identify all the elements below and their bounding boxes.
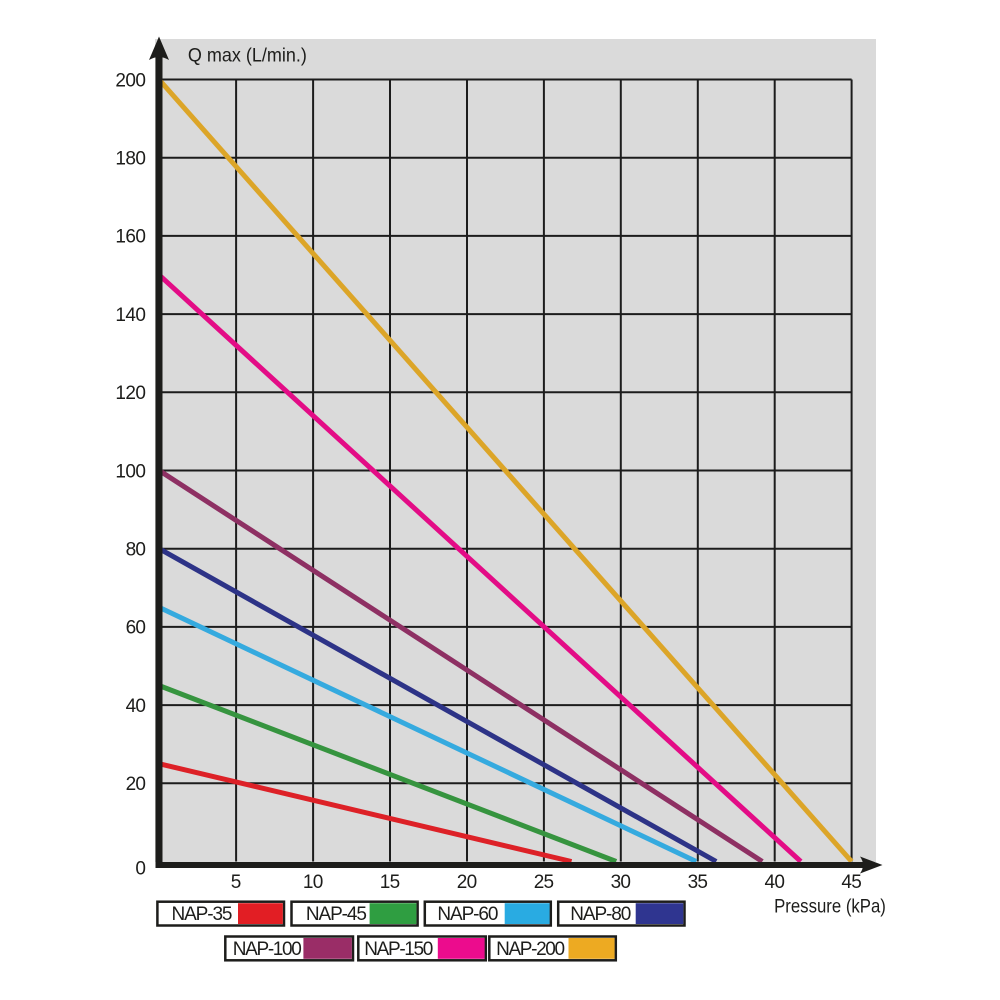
svg-text:NAP-150: NAP-150 (364, 939, 433, 960)
svg-text:NAP-80: NAP-80 (570, 904, 631, 925)
svg-text:100: 100 (115, 461, 146, 482)
svg-text:Pressure (kPa): Pressure (kPa) (774, 896, 886, 918)
svg-text:NAP-60: NAP-60 (437, 904, 498, 925)
svg-text:10: 10 (303, 872, 323, 893)
svg-text:140: 140 (115, 305, 146, 326)
svg-text:NAP-100: NAP-100 (233, 939, 302, 960)
svg-text:80: 80 (126, 540, 146, 561)
svg-text:0: 0 (135, 859, 146, 880)
svg-text:Q max (L/min.): Q max (L/min.) (188, 45, 307, 67)
svg-text:NAP-45: NAP-45 (306, 904, 367, 925)
svg-text:20: 20 (457, 872, 477, 893)
svg-text:40: 40 (765, 872, 785, 893)
svg-text:NAP-200: NAP-200 (496, 939, 565, 960)
svg-text:35: 35 (688, 872, 708, 893)
svg-text:120: 120 (115, 383, 146, 404)
svg-text:160: 160 (115, 227, 146, 248)
svg-text:40: 40 (126, 696, 146, 717)
svg-text:NAP-35: NAP-35 (172, 904, 233, 925)
svg-text:30: 30 (611, 872, 631, 893)
svg-text:5: 5 (231, 872, 242, 893)
svg-text:180: 180 (115, 149, 146, 170)
svg-text:25: 25 (534, 872, 554, 893)
svg-text:15: 15 (380, 872, 400, 893)
svg-text:60: 60 (126, 618, 146, 639)
svg-text:200: 200 (115, 70, 146, 91)
svg-text:45: 45 (841, 872, 861, 893)
svg-text:20: 20 (126, 774, 146, 795)
